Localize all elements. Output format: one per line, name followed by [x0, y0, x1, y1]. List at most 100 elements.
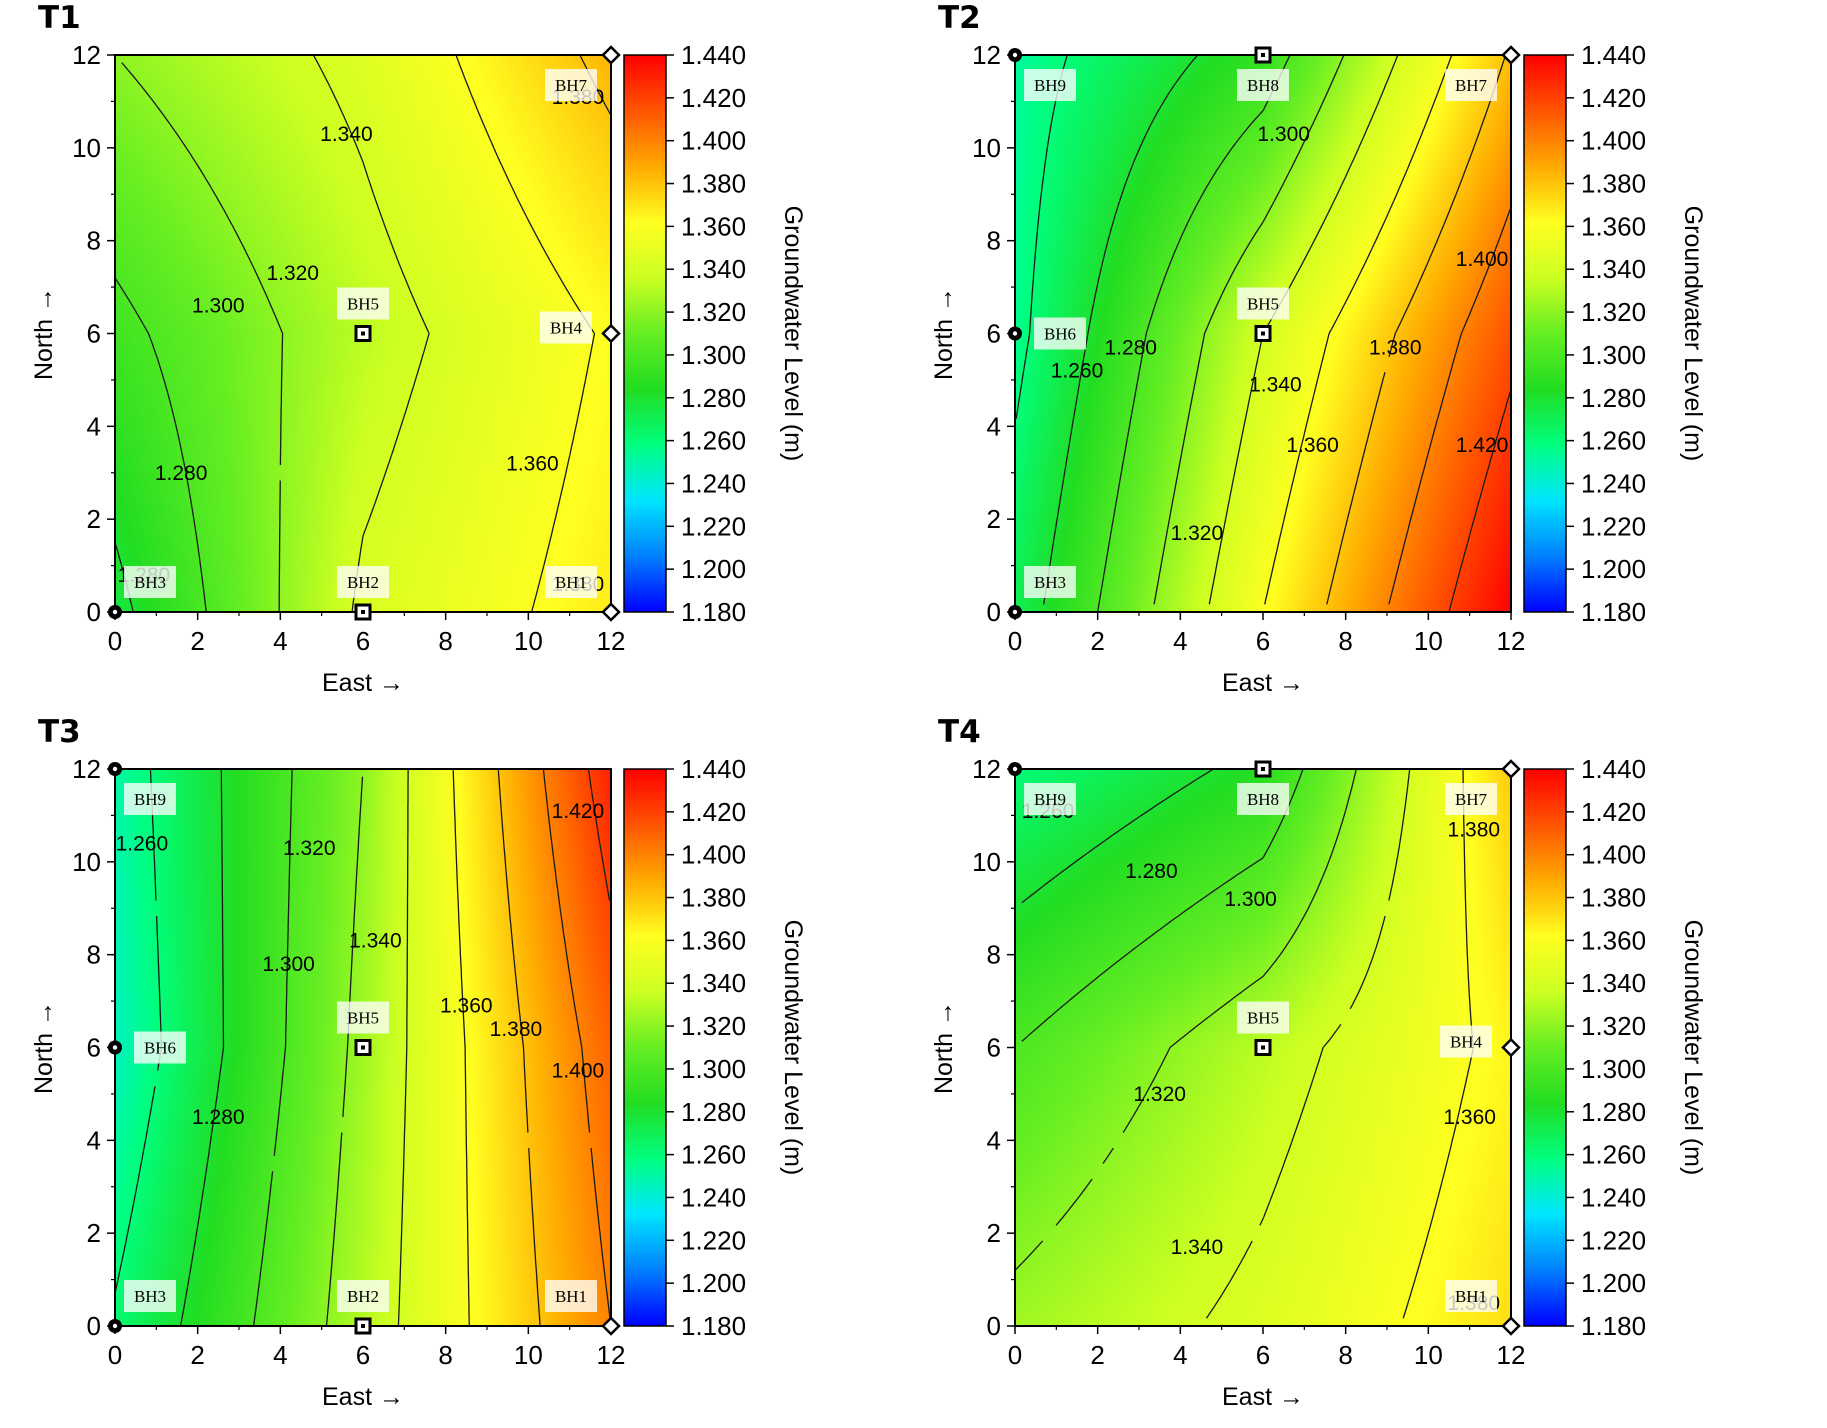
x-tick-label: 6: [1256, 626, 1270, 656]
borehole-label: BH5: [1247, 295, 1279, 314]
borehole-label-box: [134, 1031, 186, 1064]
borehole-marker-dot: [1261, 767, 1265, 771]
panel-title: T3: [38, 714, 81, 750]
y-tick-label: 0: [87, 597, 101, 627]
y-axis-title: North →: [30, 1001, 58, 1094]
borehole-marker-dot: [1012, 609, 1018, 615]
contour-label: 1.340: [1171, 1236, 1224, 1259]
borehole-label: BH8: [1247, 76, 1279, 95]
contour-lines: [1015, 54, 1512, 613]
y-tick-label: 8: [87, 940, 101, 970]
colorbar-tick-label: 1.400: [681, 840, 746, 870]
colorbar-title: Groundwater Level (m): [779, 920, 807, 1176]
borehole-label-box: [1034, 317, 1086, 350]
borehole-label-box: [540, 311, 592, 344]
x-tick-label: 8: [438, 1340, 452, 1370]
contour-label: 1.400: [552, 1060, 605, 1083]
colorbar-tick-label: 1.320: [1581, 297, 1646, 327]
contour-panel-t1: T1 1.280 1.280 1.300 1.320 1.340 1.360 1.380 1.…: [0, 0, 900, 714]
x-tick-label: 12: [597, 1340, 626, 1370]
borehole-marker-diamond: [601, 1316, 621, 1336]
contour-line: [252, 768, 293, 1327]
contour-label: 1.400: [1456, 248, 1509, 271]
borehole-label: BH6: [144, 1039, 176, 1058]
colorbar-tick-label: 1.340: [1581, 968, 1646, 998]
borehole-label: BH7: [1455, 790, 1488, 809]
borehole-marker-dot: [1261, 331, 1265, 336]
contour-label: 1.300: [1257, 123, 1310, 146]
borehole-marker-dot: [1261, 1045, 1265, 1050]
colorbar-title: Groundwater Level (m): [1679, 920, 1707, 1176]
colorbar-tick-label: 1.220: [1581, 511, 1646, 541]
panel-title: T1: [38, 0, 81, 36]
colorbar-tick-label: 1.340: [681, 254, 746, 284]
contour-label: 1.340: [320, 123, 373, 146]
y-axis-title: North →: [930, 1001, 958, 1094]
contour-panel-t2: T2 1.260 1.280 1.300 1.320 1.340 1.360 1.380 1.…: [900, 0, 1800, 714]
contour-line: [1388, 206, 1512, 605]
borehole-label-box: [1445, 69, 1497, 101]
borehole-label: BH7: [555, 76, 588, 95]
x-tick-label: 0: [1008, 1340, 1022, 1370]
contour-label: 1.300: [262, 953, 315, 976]
y-tick-label: 10: [72, 847, 101, 877]
borehole-marker-dot: [1012, 766, 1018, 772]
contour-line: [1208, 54, 1399, 605]
x-tick-label: 10: [514, 626, 543, 656]
colorbar-tick-label: 1.400: [1581, 126, 1646, 156]
borehole-label: BH5: [1247, 1009, 1279, 1028]
contour-label: 1.260: [116, 832, 169, 855]
contour-label: 1.420: [1456, 434, 1509, 457]
contour-plot: 1.260 1.280 1.300 1.320 1.340 1.360 1.380 1.380…: [930, 754, 1707, 1411]
y-tick-label: 10: [72, 133, 101, 163]
y-tick-label: 0: [987, 1311, 1001, 1341]
colorbar-tick-label: 1.260: [1581, 1140, 1646, 1170]
colorbar-tick-label: 1.380: [681, 883, 746, 913]
contour-label: 1.420: [552, 800, 605, 823]
colorbar-tick-label: 1.400: [681, 126, 746, 156]
borehole-marker-diamond: [1501, 1037, 1521, 1058]
contour-label: 1.380: [1369, 336, 1422, 359]
borehole-marker-dot: [112, 1323, 118, 1329]
contour-label: 1.360: [440, 995, 493, 1018]
colorbar-tick-label: 1.280: [681, 1097, 746, 1127]
borehole-label-box: [124, 1280, 176, 1312]
colorbar-gradient: [1524, 55, 1566, 612]
borehole-label-box: [1237, 1001, 1289, 1034]
borehole-marker-diamond: [601, 45, 621, 65]
borehole-label-box: [545, 69, 597, 101]
x-tick-label: 4: [1173, 1340, 1187, 1370]
x-tick-label: 12: [597, 626, 626, 656]
x-axis-title: East →: [1222, 669, 1304, 697]
colorbar-tick-label: 1.220: [681, 511, 746, 541]
colorbar-frame: [1523, 54, 1567, 613]
borehole-marker-dot: [361, 1324, 365, 1328]
borehole-marker-dot: [361, 1045, 365, 1050]
colorbar-tick-label: 1.240: [1581, 468, 1646, 498]
y-tick-label: 10: [972, 133, 1001, 163]
y-tick-label: 2: [87, 1218, 101, 1248]
borehole-marker-dot: [112, 766, 118, 772]
y-tick-label: 12: [972, 40, 1001, 70]
borehole-label: BH6: [1044, 325, 1076, 344]
colorbar-tick-label: 1.300: [1581, 340, 1646, 370]
contour-line: [1326, 54, 1507, 605]
x-tick-label: 4: [273, 626, 287, 656]
x-tick-label: 0: [1008, 626, 1022, 656]
y-tick-label: 6: [87, 319, 101, 349]
contour-line: [114, 277, 207, 613]
borehole-marker-diamond: [1501, 45, 1521, 65]
borehole-label: BH5: [347, 1009, 379, 1028]
contour-line: [121, 62, 284, 613]
panel-title: T2: [938, 0, 981, 36]
borehole-marker-diamond: [601, 602, 621, 622]
colorbar-tick-label: 1.260: [681, 426, 746, 456]
panel-title: T4: [938, 714, 981, 750]
contour-line: [452, 768, 470, 1327]
y-tick-label: 12: [72, 40, 101, 70]
x-tick-label: 8: [1338, 626, 1352, 656]
x-axis-title: East →: [1222, 1383, 1304, 1411]
borehole-label: BH1: [555, 1287, 587, 1306]
borehole-label-box: [337, 566, 389, 598]
colorbar-tick-label: 1.340: [681, 968, 746, 998]
